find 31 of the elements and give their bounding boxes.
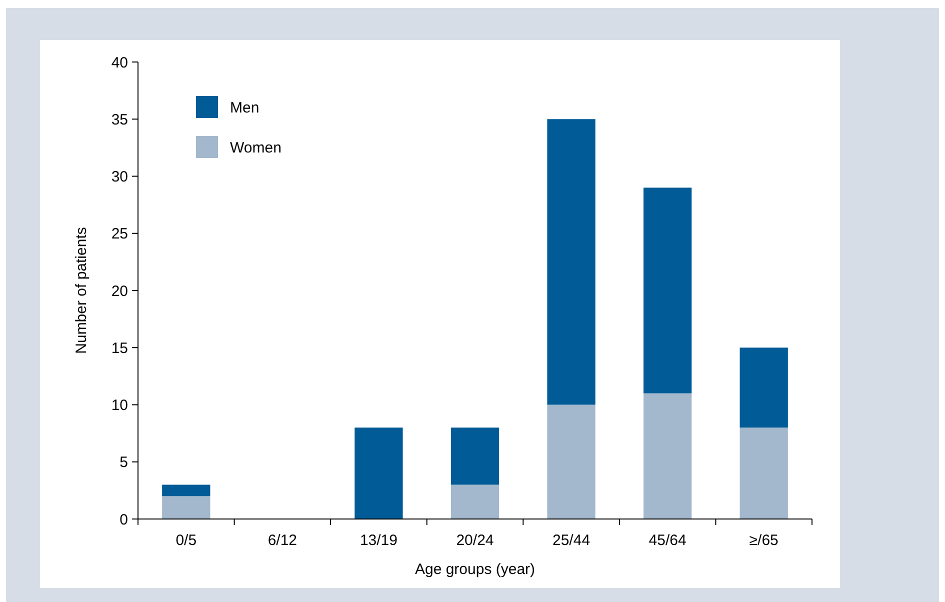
y-tick-label: 35 <box>111 111 128 128</box>
bar <box>547 119 596 405</box>
y-tick-label: 5 <box>120 454 128 472</box>
y-axis-title: Number of patients <box>73 227 90 354</box>
x-axis-title: Age groups (year) <box>414 561 536 578</box>
x-tick-label: 6/12 <box>268 532 298 549</box>
y-tick-label: 15 <box>111 340 128 357</box>
bar <box>547 404 596 519</box>
bar <box>644 188 692 394</box>
bar <box>354 428 403 519</box>
y-tick-label: 25 <box>111 226 128 243</box>
x-tick-label: 25/44 <box>552 532 590 549</box>
y-tick-label: 30 <box>111 168 128 186</box>
bar <box>740 348 788 428</box>
legend-label: Women <box>230 139 282 156</box>
bar <box>450 484 500 519</box>
x-tick-label: 13/19 <box>360 532 398 549</box>
y-tick-label: 0 <box>120 511 128 528</box>
x-tick-label: 45/64 <box>648 532 686 549</box>
bar <box>162 484 210 496</box>
x-tick-label: ≥/65 <box>749 532 778 549</box>
x-tick-label: 0/5 <box>176 532 197 549</box>
y-tick-label: 10 <box>111 397 128 414</box>
legend-label: Men <box>230 99 260 116</box>
bar <box>740 428 788 519</box>
bar <box>644 393 692 519</box>
y-tick-label: 20 <box>111 282 128 300</box>
y-tick-label: 40 <box>111 54 128 72</box>
bar <box>450 428 500 485</box>
bar <box>162 496 210 519</box>
x-tick-label: 20/24 <box>456 532 494 549</box>
